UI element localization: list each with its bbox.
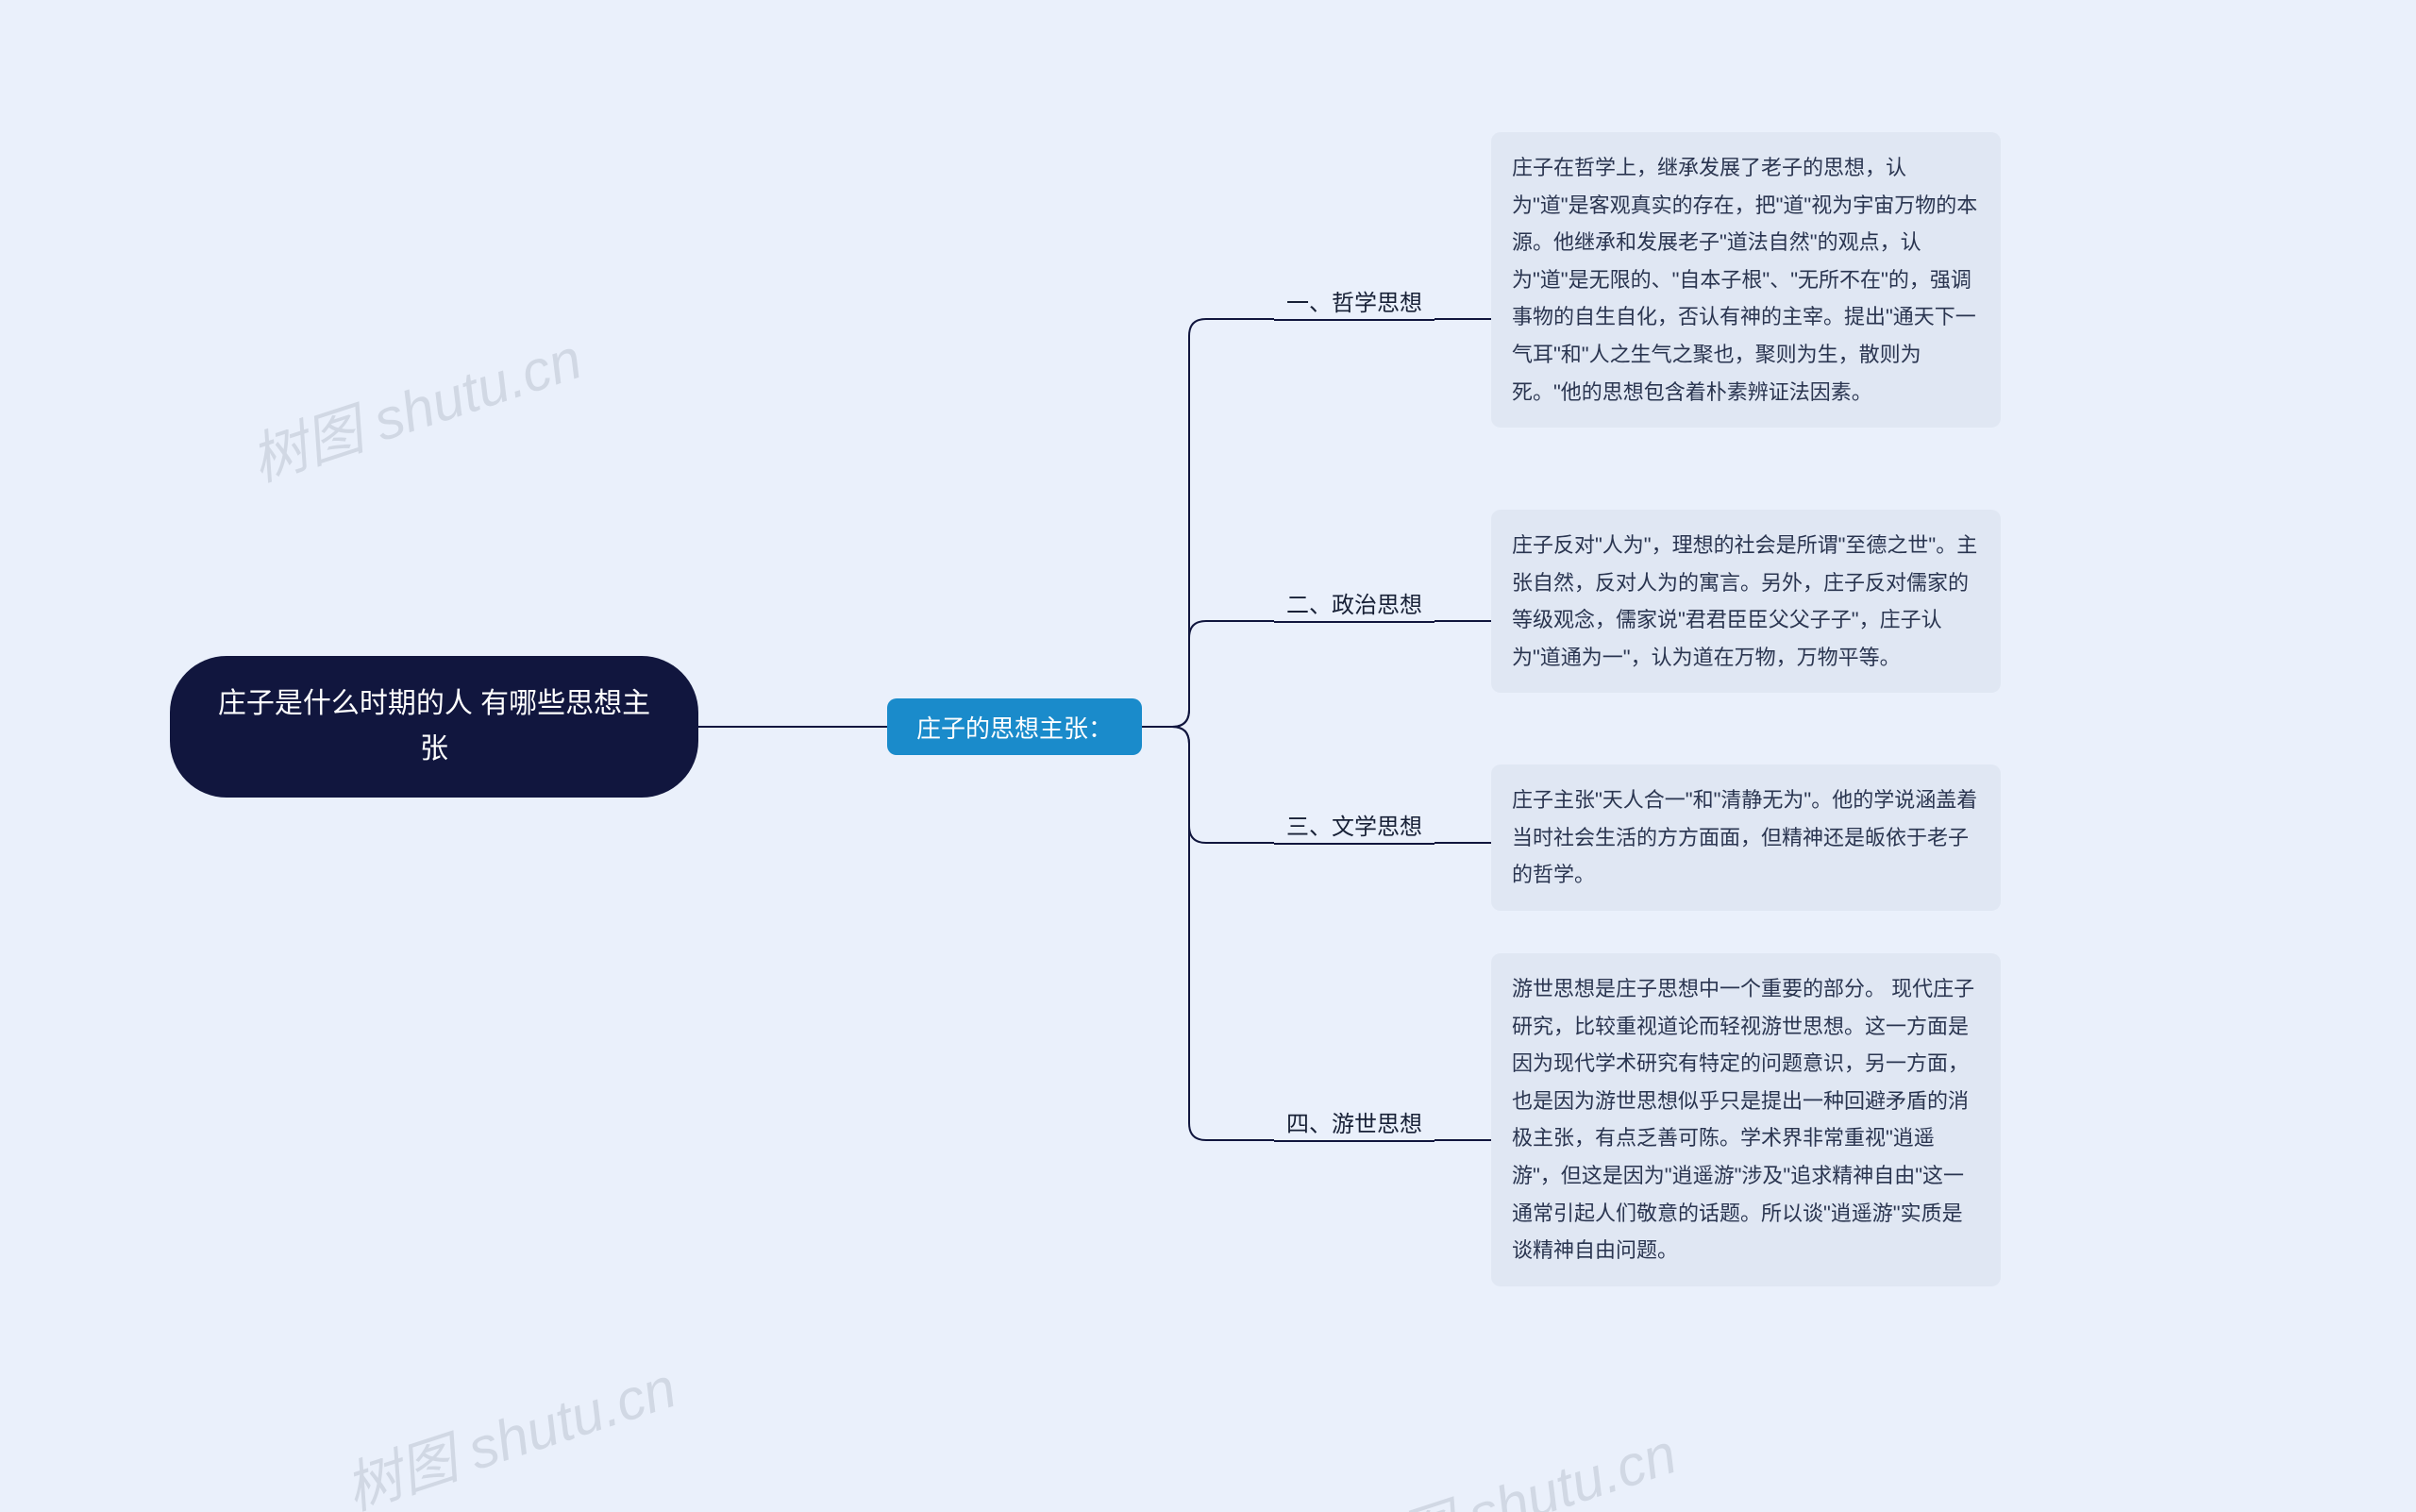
branch-label-philosophy: 一、哲学思想 [1274, 283, 1434, 317]
branch-label-literature: 三、文学思想 [1274, 807, 1434, 841]
watermark: 树图 shutu.cn [1334, 1408, 1686, 1512]
leaf-text: 游世思想是庄子思想中一个重要的部分。 现代庄子研究，比较重视道论而轻视游世思想。… [1512, 977, 1974, 1262]
branch-label-text: 四、游世思想 [1286, 1105, 1422, 1138]
branch-label-text: 三、文学思想 [1286, 808, 1422, 841]
root-title: 庄子是什么时期的人 有哪些思想主张 [217, 681, 651, 772]
leaf-text: 庄子在哲学上，继承发展了老子的思想，认为"道"是客观真实的存在，把"道"视为宇宙… [1512, 156, 1977, 404]
leaf-politics: 庄子反对"人为"，理想的社会是所谓"至德之世"。主张自然，反对人为的寓言。另外，… [1491, 510, 2001, 693]
branch-label-text: 二、政治思想 [1286, 586, 1422, 619]
watermark: 树图 shutu.cn [88, 1484, 440, 1512]
branch-label-text: 一、哲学思想 [1286, 284, 1422, 317]
branch-underline [1274, 1140, 1434, 1142]
root-node: 庄子是什么时期的人 有哪些思想主张 [170, 656, 698, 798]
leaf-youshi: 游世思想是庄子思想中一个重要的部分。 现代庄子研究，比较重视道论而轻视游世思想。… [1491, 953, 2001, 1286]
watermark: 树图 shutu.cn [239, 313, 591, 497]
leaf-philosophy: 庄子在哲学上，继承发展了老子的思想，认为"道"是客观真实的存在，把"道"视为宇宙… [1491, 132, 2001, 428]
branch-label-youshi: 四、游世思想 [1274, 1104, 1434, 1138]
branch-underline [1274, 843, 1434, 845]
watermark: 树图 shutu.cn [333, 1342, 685, 1512]
branch-label-politics: 二、政治思想 [1274, 585, 1434, 619]
leaf-text: 庄子反对"人为"，理想的社会是所谓"至德之世"。主张自然，反对人为的寓言。另外，… [1512, 533, 1977, 669]
sub-title: 庄子的思想主张： [916, 710, 1113, 745]
leaf-literature: 庄子主张"天人合一"和"清静无为"。他的学说涵盖着当时社会生活的方方面面，但精神… [1491, 764, 2001, 911]
leaf-text: 庄子主张"天人合一"和"清静无为"。他的学说涵盖着当时社会生活的方方面面，但精神… [1512, 788, 1977, 886]
branch-underline [1274, 621, 1434, 623]
branch-underline [1274, 319, 1434, 321]
sub-node: 庄子的思想主张： [887, 698, 1142, 755]
